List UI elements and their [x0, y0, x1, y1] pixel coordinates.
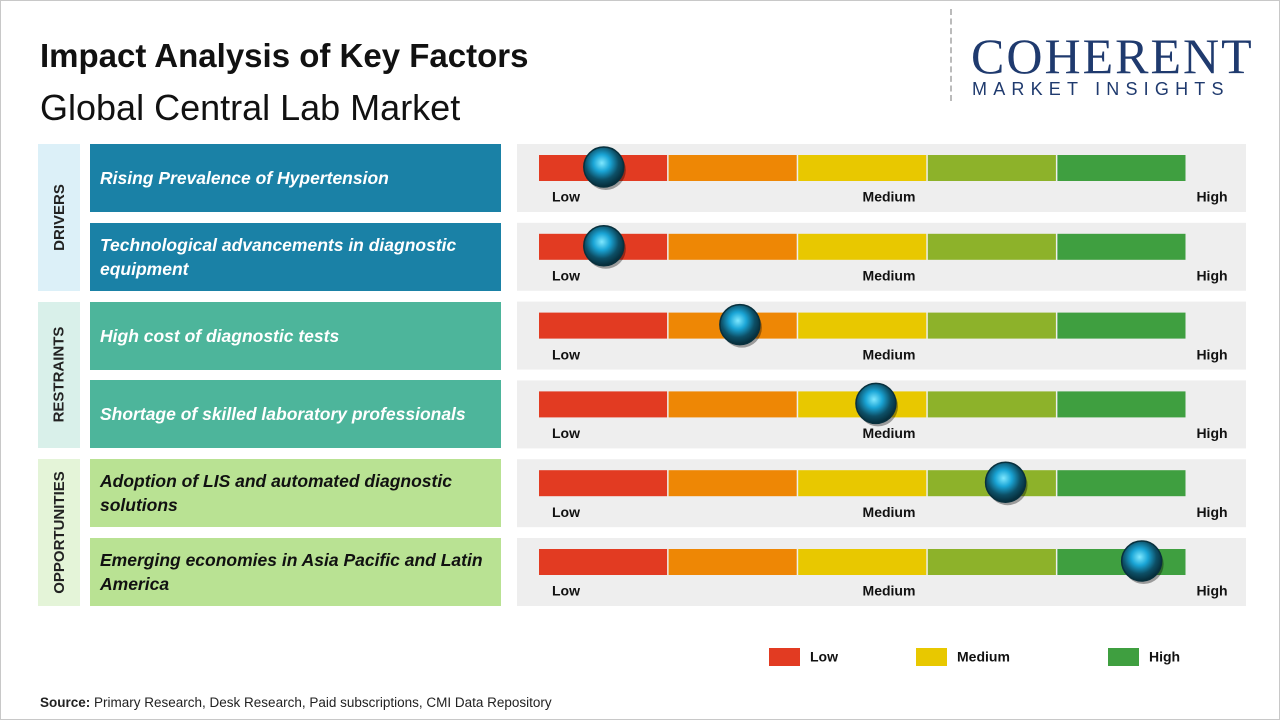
impact-knob	[984, 461, 1027, 503]
scale-segment	[798, 470, 927, 497]
scale-label: High	[1196, 268, 1227, 284]
scale-label: Medium	[863, 583, 916, 599]
scale-segment	[927, 391, 1056, 418]
scale-segment	[927, 155, 1056, 181]
scale-label: High	[1196, 504, 1227, 520]
factor: Shortage of skilled laboratory professio…	[90, 380, 501, 449]
source-text: Primary Research, Desk Research, Paid su…	[90, 695, 552, 710]
legend-label: Low	[810, 649, 838, 665]
scale-label: Low	[552, 504, 580, 520]
scale-segment	[1057, 155, 1186, 181]
scale-segment	[668, 391, 797, 418]
scale-label: Medium	[863, 189, 916, 205]
scale-label: Low	[552, 425, 580, 441]
scale-label: Low	[552, 189, 580, 205]
scale-segment	[668, 549, 797, 575]
scale-label: Low	[552, 583, 580, 599]
scale-segment	[927, 312, 1056, 339]
legend-swatch	[769, 648, 800, 666]
legend-swatch	[916, 648, 947, 666]
scale-segment	[798, 155, 927, 181]
scale-segment	[539, 470, 668, 497]
scale-segment	[539, 312, 668, 339]
legend-swatch	[1108, 648, 1139, 666]
scale-label: High	[1196, 425, 1227, 441]
factor: High cost of diagnostic tests	[90, 301, 501, 370]
scale-segment	[539, 549, 668, 575]
scale-segment	[1057, 312, 1186, 339]
impact-knob	[719, 303, 761, 346]
factor: Adoption of LIS and automated diagnostic…	[90, 459, 501, 528]
scale-segment	[798, 312, 927, 339]
scale-segment	[668, 233, 797, 260]
factor: Technological advancements in diagnostic…	[90, 222, 501, 291]
scale-segment	[927, 233, 1056, 260]
scale-label: High	[1196, 189, 1227, 205]
scale-segment	[1057, 470, 1186, 497]
subtitle: Global Central Lab Market	[40, 87, 461, 128]
legend-label: Medium	[957, 649, 1010, 665]
impact-knob	[583, 146, 625, 188]
scale-segment	[1057, 391, 1186, 418]
factor: Emerging economies in Asia Pacific and L…	[90, 538, 501, 606]
legend-label: High	[1149, 649, 1180, 665]
scale-segment	[668, 470, 797, 497]
scale-label: Medium	[863, 346, 916, 362]
group-label: OPPORTUNITIES	[38, 459, 80, 606]
scale-segment	[927, 549, 1056, 575]
impact-knob	[583, 225, 625, 267]
title: Impact Analysis of Key Factors	[40, 37, 529, 74]
impact-knob	[1120, 540, 1163, 582]
scale-label: Medium	[863, 268, 916, 284]
source-label: Source:	[40, 695, 91, 710]
scale-segment	[798, 549, 927, 575]
source: Source: Primary Research, Desk Research,…	[40, 695, 552, 710]
scale-segment	[1057, 233, 1186, 260]
scale-label: Low	[552, 346, 580, 362]
scale-label: High	[1196, 346, 1227, 362]
factor: Rising Prevalence of Hypertension	[90, 144, 501, 212]
scale-segment	[798, 233, 927, 260]
scale-label: Medium	[863, 425, 916, 441]
scale-segment	[668, 155, 797, 181]
group-label: RESTRAINTS	[38, 301, 80, 449]
group-label: DRIVERS	[38, 144, 80, 291]
scale-segment	[539, 391, 668, 418]
divider	[950, 9, 952, 101]
impact-knob	[855, 382, 897, 425]
scale-label: High	[1196, 583, 1227, 599]
logo-name: COHERENT	[971, 28, 1254, 84]
logo-tagline: MARKET INSIGHTS	[972, 79, 1230, 99]
scale-label: Medium	[863, 504, 916, 520]
scale-label: Low	[552, 268, 580, 284]
